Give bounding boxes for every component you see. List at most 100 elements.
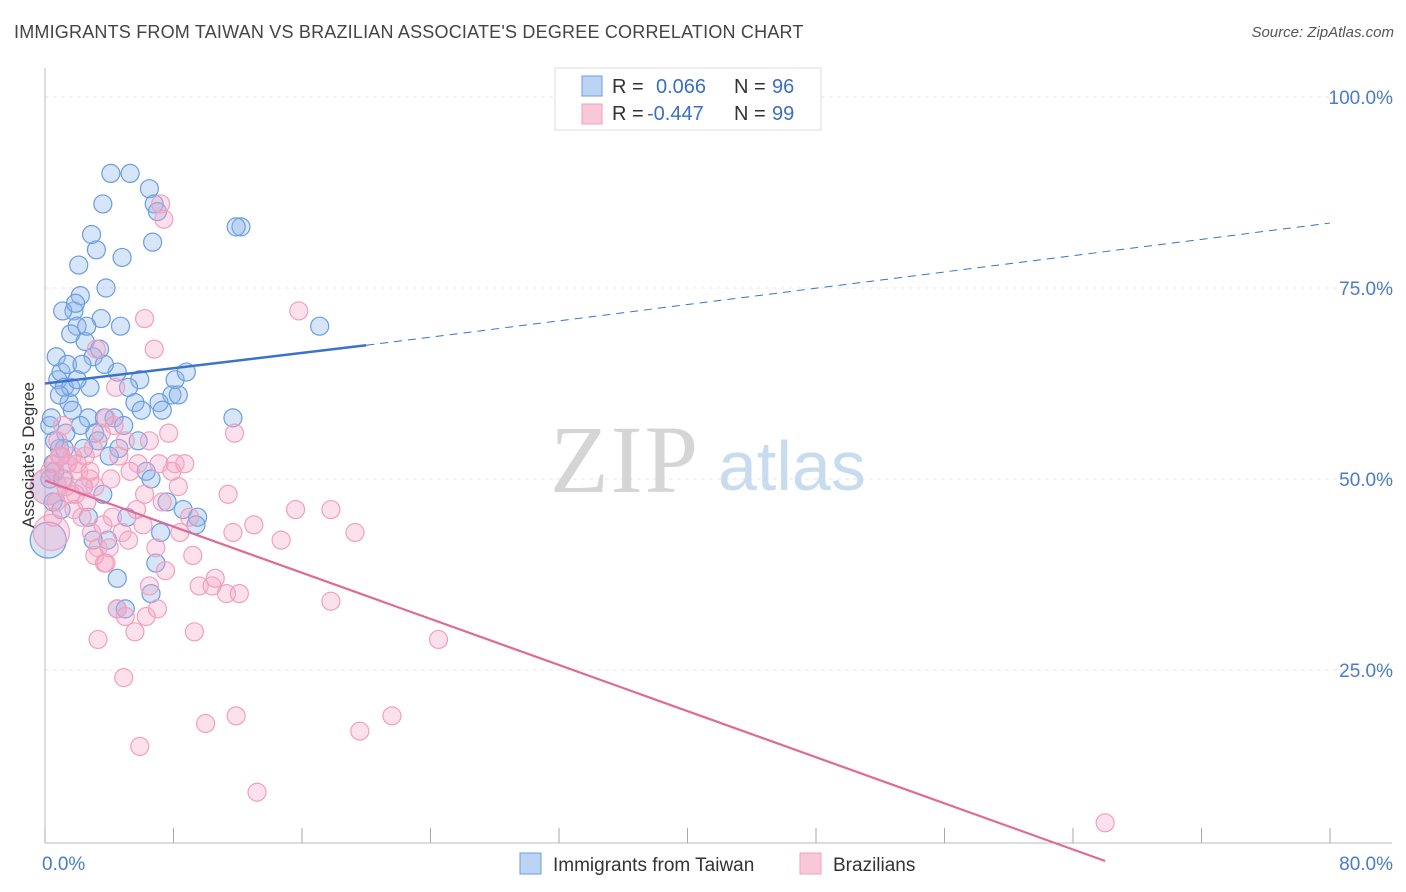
taiwan-point-86	[131, 400, 151, 420]
legend-r-label-1: R =	[612, 76, 644, 98]
brazil-point-88	[139, 431, 160, 451]
brazil-point-67	[136, 606, 156, 627]
brazil-point-33	[321, 499, 341, 520]
brazil-point-35	[151, 194, 171, 214]
taiwan-point-25	[120, 163, 140, 183]
brazil-point-34	[345, 522, 365, 543]
taiwan-point-48	[152, 400, 172, 420]
bottom-legend: Immigrants from Taiwan Brazilians	[519, 852, 915, 876]
brazil-trend-line	[44, 479, 1106, 863]
axes	[44, 68, 1392, 844]
brazil-point-36	[154, 209, 174, 229]
brazil-point-81	[43, 507, 63, 527]
taiwan-point-31	[231, 217, 251, 237]
legend-swatch-taiwan	[581, 75, 603, 97]
bottom-legend-brazil: Brazilians	[833, 855, 915, 876]
bottom-swatch-taiwan	[519, 852, 542, 875]
x-tick-labels: 0.0% 80.0%	[42, 854, 1393, 875]
trend-lines	[44, 222, 1331, 863]
legend-n-value-2: 99	[772, 103, 794, 125]
taiwan-point-40	[72, 354, 92, 374]
taiwan-point-12	[67, 316, 87, 336]
taiwan-point-21	[86, 240, 107, 260]
watermark-atlas: atlas	[718, 427, 866, 505]
brazil-point-70	[184, 622, 204, 642]
brazil-point-3	[32, 513, 71, 552]
y-tick-label-0: 100.0%	[1329, 88, 1394, 109]
brazil-point-78	[247, 782, 267, 802]
brazil-point-4	[48, 431, 68, 451]
y-tick-label-2: 50.0%	[1339, 470, 1393, 491]
grid-lines	[45, 96, 1392, 671]
bottom-swatch-brazil	[799, 852, 822, 875]
taiwan-point-26	[139, 179, 160, 199]
x-tick-label-max: 80.0%	[1339, 854, 1393, 875]
taiwan-trend-dashed	[366, 222, 1331, 346]
brazil-point-77	[382, 706, 402, 726]
brazil-point-10	[46, 492, 66, 512]
brazil-point-82	[53, 415, 73, 436]
brazil-point-65	[115, 606, 135, 627]
brazil-point-66	[125, 622, 145, 642]
brazil-point-60	[229, 583, 249, 604]
taiwan-point-71	[151, 522, 171, 543]
y-axis-title: Associate's Degree	[19, 382, 38, 528]
series-taiwan	[29, 163, 330, 619]
taiwan-point-53	[114, 415, 134, 436]
taiwan-point-29	[143, 232, 163, 252]
taiwan-point-39	[57, 354, 78, 374]
y-tick-label-1: 75.0%	[1339, 279, 1393, 300]
brazil-point-98	[49, 446, 70, 466]
brazil-point-14	[85, 477, 105, 497]
taiwan-point-37	[110, 316, 131, 336]
brazil-point-80	[1095, 813, 1115, 833]
taiwan-point-6	[46, 347, 66, 367]
x-tick-label-min: 0.0%	[42, 854, 85, 875]
series-brazil	[29, 194, 1115, 833]
taiwan-point-33	[96, 278, 116, 298]
brazil-point-79	[428, 629, 449, 650]
brazil-point-39	[86, 339, 107, 359]
taiwan-point-38	[77, 316, 97, 336]
brazil-point-93	[80, 461, 100, 481]
brazil-point-31	[271, 530, 291, 550]
brazil-point-91	[224, 423, 245, 443]
taiwan-point-80	[310, 316, 330, 336]
brazil-point-56	[183, 545, 203, 566]
taiwan-point-23	[93, 194, 113, 214]
brazil-point-19	[109, 446, 129, 466]
taiwan-point-88	[70, 415, 90, 436]
taiwan-point-46	[168, 385, 188, 405]
brazil-point-63	[96, 553, 116, 573]
taiwan-point-44	[165, 370, 185, 390]
watermark-zip: ZIP	[550, 406, 700, 513]
y-tick-labels: 100.0% 75.0% 50.0% 25.0%	[1329, 88, 1394, 682]
brazil-point-16	[96, 408, 116, 428]
brazil-point-64	[107, 599, 127, 619]
brazil-point-38	[144, 339, 164, 359]
taiwan-point-32	[226, 217, 246, 237]
brazil-point-29	[223, 522, 243, 543]
legend-box: R = 0.066 N = 96 R = -0.447 N = 99	[554, 67, 822, 131]
taiwan-point-22	[81, 224, 102, 245]
taiwan-point-28	[112, 247, 132, 268]
brazil-point-32	[285, 499, 306, 520]
taiwan-point-81	[61, 377, 81, 397]
taiwan-point-69	[187, 507, 208, 527]
taiwan-point-58	[109, 438, 129, 459]
brazil-point-90	[175, 454, 195, 474]
brazil-point-72	[114, 668, 134, 688]
legend-r-value-1: 0.066	[656, 76, 706, 98]
taiwan-point-95	[157, 492, 177, 512]
legend-swatch-brazil	[581, 103, 603, 125]
brazil-point-44	[72, 507, 92, 527]
taiwan-point-8	[41, 408, 62, 428]
brazil-point-68	[139, 576, 160, 596]
brazil-point-61	[321, 591, 341, 611]
brazil-point-50	[118, 530, 139, 550]
brazil-point-28	[218, 484, 238, 504]
chart-title: IMMIGRANTS FROM TAIWAN VS BRAZILIAN ASSO…	[14, 22, 804, 42]
y-tick-label-3: 25.0%	[1339, 661, 1393, 682]
brazil-point-96	[102, 507, 123, 527]
brazil-point-52	[146, 538, 166, 558]
